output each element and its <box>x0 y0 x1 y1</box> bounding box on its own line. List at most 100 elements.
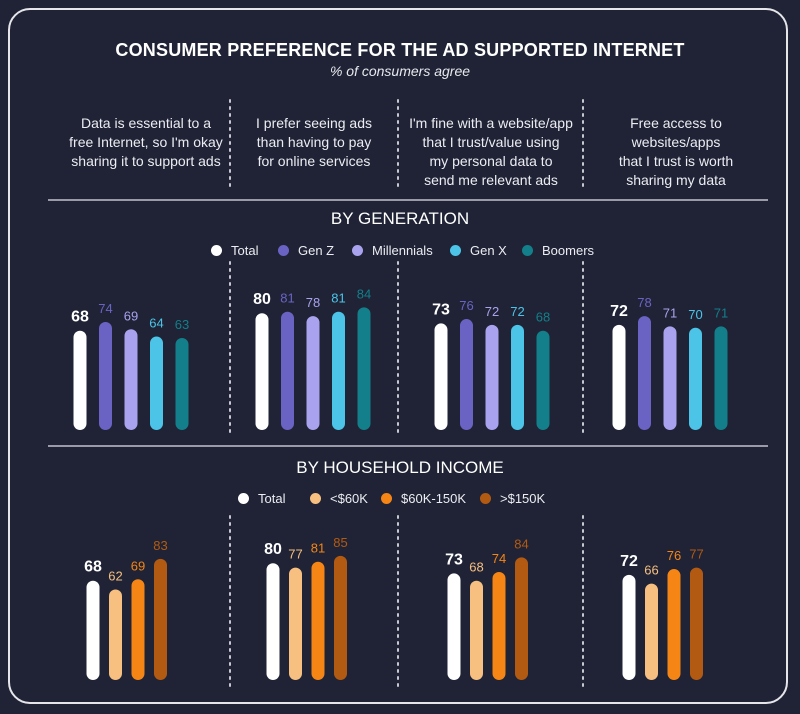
bar-generation <box>638 316 651 430</box>
statement-line: sharing it to support ads <box>71 153 221 169</box>
data-label: 81 <box>280 291 294 306</box>
legend-item-gen-x: Gen X <box>450 243 507 258</box>
statement-line: that I trust is worth <box>618 153 734 169</box>
statement-line: Free access to <box>630 115 722 131</box>
data-label: 72 <box>610 303 628 320</box>
legend-item-total: Total <box>238 491 285 506</box>
legend-swatch <box>310 493 321 504</box>
legend-swatch <box>480 493 491 504</box>
bar-income <box>515 557 528 680</box>
statement-line: my personal data to <box>429 153 553 169</box>
data-label: 63 <box>175 317 189 332</box>
legend-label: <$60K <box>330 491 368 506</box>
bar-income <box>289 567 302 680</box>
data-label: 78 <box>637 295 651 310</box>
bar-generation <box>124 329 138 430</box>
data-label: 81 <box>311 541 325 556</box>
data-label: 76 <box>459 298 473 313</box>
statement-line: for online services <box>257 153 371 169</box>
bar-generation <box>714 326 728 430</box>
data-label: 74 <box>492 551 506 566</box>
legend-label: Boomers <box>542 243 595 258</box>
statement-line: I prefer seeing ads <box>256 115 372 131</box>
statement-line: I'm fine with a website/app <box>409 115 573 131</box>
bar-generation <box>485 324 499 430</box>
section-heading-income: BY HOUSEHOLD INCOME <box>296 458 504 477</box>
data-label: 71 <box>663 305 677 320</box>
data-label: 74 <box>98 301 112 316</box>
statement-line: sharing my data <box>626 172 726 188</box>
legend-item-total: Total <box>211 243 258 258</box>
legend-label: Millennials <box>372 243 433 258</box>
data-label: 69 <box>131 558 145 573</box>
bar-generation <box>434 323 448 430</box>
bar-income <box>447 573 461 680</box>
data-label: 68 <box>71 309 89 326</box>
legend-swatch <box>278 245 289 256</box>
legend-swatch <box>522 245 533 256</box>
bar-income <box>690 567 703 680</box>
statement-line: that I trust/value using <box>422 134 560 150</box>
bar-income <box>622 574 636 680</box>
infographic-frame <box>8 8 788 704</box>
legend-item-under-60k: <$60K <box>310 491 368 506</box>
data-label: 77 <box>689 547 703 562</box>
chart-subtitle: % of consumers agree <box>329 63 471 79</box>
bar-generation <box>536 330 550 430</box>
data-label: 76 <box>667 548 681 563</box>
bar-income <box>154 558 167 680</box>
legend-item-millennials: Millennials <box>352 243 433 258</box>
data-label: 83 <box>153 538 167 553</box>
data-label: 64 <box>149 316 163 331</box>
legend-item-boomers: Boomers <box>522 243 594 258</box>
legend-item-gen-z: Gen Z <box>278 243 334 258</box>
bar-generation <box>281 311 294 430</box>
bar-generation <box>689 327 702 430</box>
bar-generation <box>150 336 163 430</box>
data-label: 68 <box>536 310 550 325</box>
legend-income: Total <$60K $60K-150K >$150K <box>0 491 800 511</box>
bar-generation <box>175 338 189 430</box>
legend-label: Total <box>258 491 286 506</box>
statement-2: I prefer seeing ads than having to pay f… <box>229 114 399 171</box>
data-label: 69 <box>124 308 138 323</box>
bar-income <box>86 580 100 680</box>
legend-swatch <box>238 493 249 504</box>
chart-title: CONSUMER PREFERENCE FOR THE AD SUPPORTED… <box>115 40 685 60</box>
data-label: 70 <box>688 307 702 322</box>
data-label: 73 <box>432 301 450 318</box>
legend-label: Gen X <box>470 243 507 258</box>
legend-item-over-150k: >$150K <box>480 491 545 506</box>
bar-income <box>334 555 347 680</box>
legend-swatch <box>381 493 392 504</box>
statement-line: than having to pay <box>256 134 372 150</box>
bar-generation <box>332 311 345 430</box>
data-label: 84 <box>514 536 528 551</box>
statement-line: send me relevant ads <box>424 172 558 188</box>
data-label: 68 <box>84 559 102 576</box>
bar-generation <box>255 313 269 430</box>
data-label: 72 <box>620 553 638 570</box>
bar-generation <box>612 324 626 430</box>
statement-line: free Internet, so I'm okay <box>69 134 223 150</box>
legend-generation: Total Gen Z Millennials Gen X Boomers <box>0 243 800 263</box>
bar-income <box>266 563 280 680</box>
bar-income <box>109 589 122 680</box>
data-label: 66 <box>644 563 658 578</box>
data-label: 72 <box>485 304 499 319</box>
legend-swatch <box>352 245 363 256</box>
legend-label: $60K-150K <box>401 491 467 506</box>
bar-income <box>131 579 145 680</box>
bar-generation <box>357 307 371 430</box>
bar-generation <box>460 319 473 430</box>
data-label: 81 <box>331 291 345 306</box>
legend-swatch <box>450 245 461 256</box>
data-label: 80 <box>264 541 282 558</box>
legend-swatch <box>211 245 222 256</box>
data-label: 85 <box>333 535 347 550</box>
legend-label: Gen Z <box>298 243 335 258</box>
bar-generation <box>511 324 524 430</box>
bar-income <box>470 580 483 680</box>
bar-income <box>645 583 658 680</box>
